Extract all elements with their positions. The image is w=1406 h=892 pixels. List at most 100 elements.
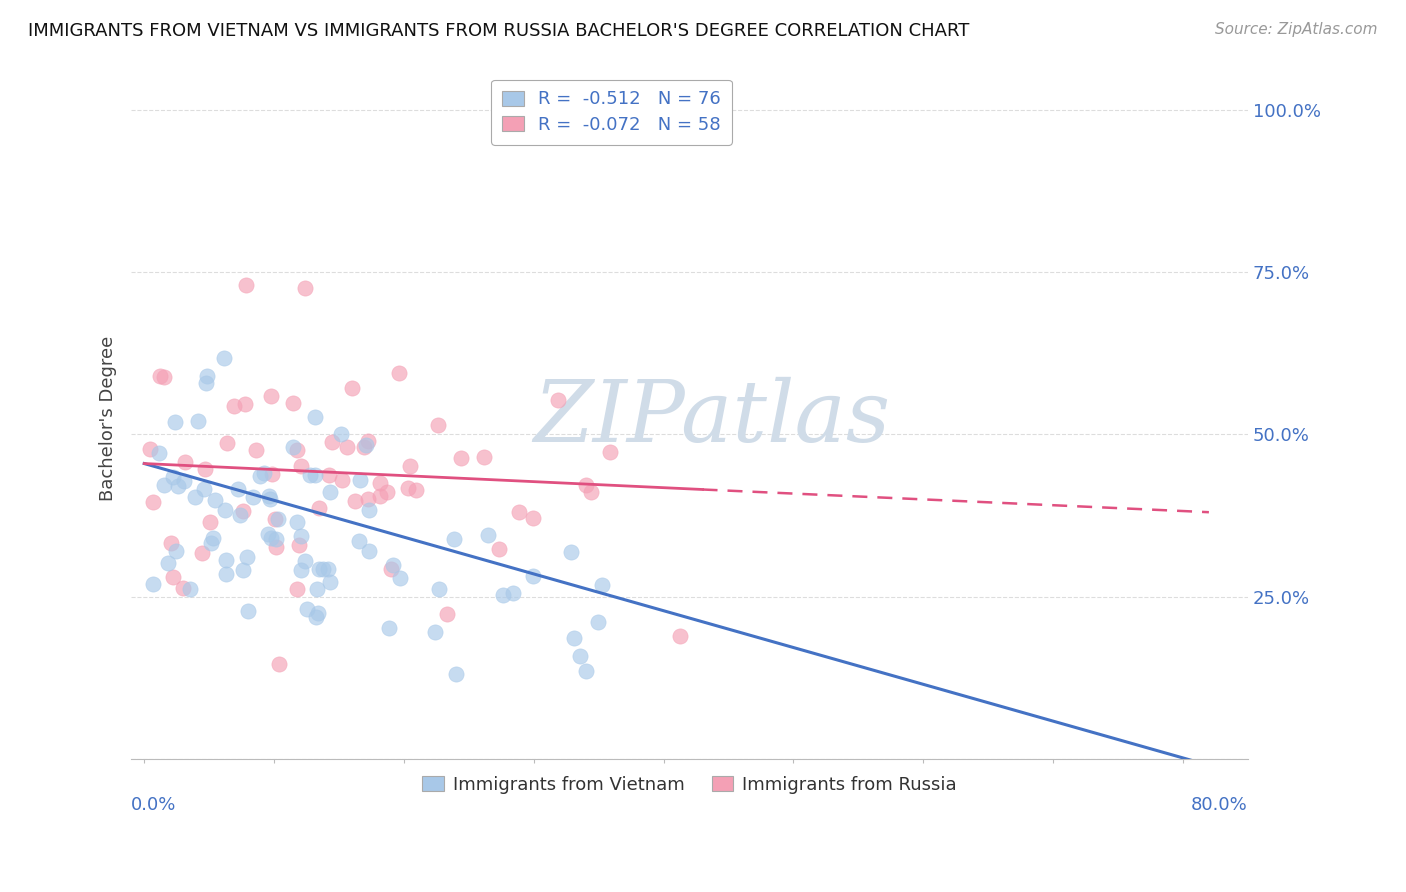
- Point: [142, 495, 165, 509]
- Point: [195, 376, 218, 391]
- Point: [153, 477, 176, 491]
- Y-axis label: Bachelor's Degree: Bachelor's Degree: [100, 335, 117, 500]
- Point: [396, 481, 419, 495]
- Point: [215, 567, 238, 582]
- Point: [290, 459, 312, 474]
- Point: [443, 533, 465, 547]
- Point: [297, 602, 319, 616]
- Point: [257, 526, 280, 541]
- Point: [581, 484, 603, 499]
- Point: [165, 415, 187, 429]
- Point: [202, 531, 225, 545]
- Point: [405, 483, 427, 497]
- Point: [260, 531, 283, 545]
- Point: [336, 441, 359, 455]
- Point: [215, 553, 238, 567]
- Point: [195, 368, 218, 383]
- Point: [236, 604, 259, 618]
- Point: [357, 503, 380, 517]
- Point: [308, 561, 330, 575]
- Point: [288, 538, 311, 552]
- Text: IMMIGRANTS FROM VIETNAM VS IMMIGRANTS FROM RUSSIA BACHELOR'S DEGREE CORRELATION : IMMIGRANTS FROM VIETNAM VS IMMIGRANTS FR…: [28, 22, 970, 40]
- Point: [450, 451, 472, 466]
- Point: [375, 484, 398, 499]
- Point: [165, 543, 187, 558]
- Point: [236, 549, 259, 564]
- Point: [319, 575, 342, 590]
- Point: [388, 366, 411, 380]
- Point: [281, 440, 304, 454]
- Point: [307, 607, 329, 621]
- Point: [508, 504, 530, 518]
- Point: [349, 473, 371, 487]
- Point: [294, 554, 316, 568]
- Point: [474, 450, 496, 465]
- Point: [267, 512, 290, 526]
- Point: [259, 492, 281, 507]
- Point: [299, 467, 322, 482]
- Point: [370, 475, 392, 490]
- Point: [285, 515, 308, 529]
- Point: [162, 570, 184, 584]
- Point: [290, 563, 312, 577]
- Point: [212, 351, 235, 366]
- Point: [142, 577, 165, 591]
- Point: [304, 410, 326, 425]
- Point: [308, 501, 330, 516]
- Point: [193, 482, 215, 496]
- Point: [436, 607, 458, 621]
- Text: Source: ZipAtlas.com: Source: ZipAtlas.com: [1215, 22, 1378, 37]
- Point: [153, 370, 176, 384]
- Point: [669, 629, 692, 643]
- Point: [253, 467, 276, 481]
- Point: [214, 503, 236, 517]
- Point: [575, 477, 598, 491]
- Point: [426, 417, 449, 432]
- Point: [245, 442, 267, 457]
- Point: [148, 446, 170, 460]
- Point: [172, 582, 194, 596]
- Point: [174, 455, 197, 469]
- Point: [318, 467, 340, 482]
- Point: [200, 535, 222, 549]
- Point: [444, 667, 467, 681]
- Point: [294, 281, 316, 295]
- Point: [179, 582, 201, 597]
- Point: [502, 586, 524, 600]
- Point: [226, 482, 249, 496]
- Point: [229, 508, 252, 522]
- Point: [569, 648, 592, 663]
- Point: [267, 657, 290, 671]
- Point: [191, 546, 214, 560]
- Point: [586, 615, 609, 629]
- Point: [242, 490, 264, 504]
- Point: [357, 544, 380, 558]
- Point: [354, 438, 377, 452]
- Point: [281, 395, 304, 409]
- Point: [488, 542, 510, 557]
- Point: [329, 427, 352, 442]
- Point: [427, 582, 450, 596]
- Point: [389, 571, 412, 585]
- Point: [264, 512, 287, 526]
- Point: [173, 475, 195, 489]
- Point: [330, 473, 353, 487]
- Point: [285, 442, 308, 457]
- Point: [477, 528, 499, 542]
- Point: [266, 540, 288, 554]
- Point: [198, 515, 221, 529]
- Point: [307, 582, 329, 596]
- Point: [166, 479, 188, 493]
- Point: [249, 469, 271, 483]
- Point: [264, 532, 287, 546]
- Point: [157, 556, 180, 570]
- Point: [380, 562, 402, 576]
- Point: [377, 621, 399, 635]
- Point: [215, 435, 238, 450]
- Point: [560, 544, 582, 558]
- Point: [149, 368, 172, 383]
- Point: [222, 399, 245, 413]
- Text: 0.0%: 0.0%: [131, 797, 177, 814]
- Point: [287, 582, 309, 596]
- Point: [316, 562, 339, 576]
